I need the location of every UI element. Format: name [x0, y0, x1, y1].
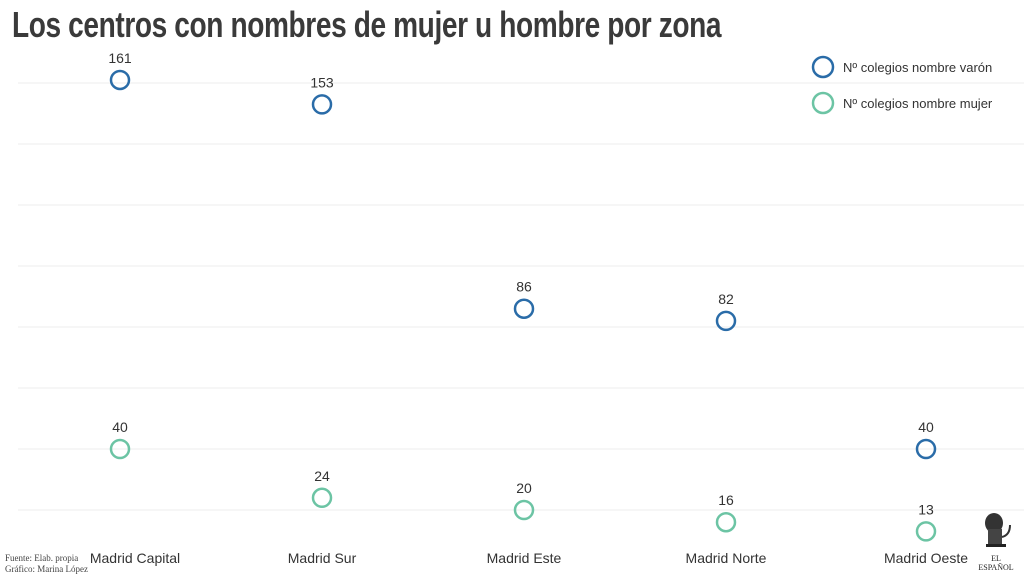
- x-tick-label: Madrid Sur: [288, 550, 357, 566]
- data-label: 82: [718, 291, 734, 307]
- data-label: 153: [310, 74, 334, 90]
- data-label: 16: [718, 492, 734, 508]
- data-point: [915, 438, 937, 460]
- credit-note: Gráfico: Marina López: [5, 564, 88, 574]
- legend-label: Nº colegios nombre mujer: [843, 96, 993, 111]
- source-note: Fuente: Elab. propia: [5, 553, 79, 563]
- el-espanol-logo: EL ESPAÑOL: [974, 511, 1018, 572]
- data-label: 24: [314, 468, 330, 484]
- data-point: [715, 511, 737, 533]
- chart-title: Los centros con nombres de mujer u hombr…: [12, 4, 722, 45]
- data-label: 20: [516, 480, 532, 496]
- data-point: [513, 499, 535, 521]
- data-point: [915, 521, 937, 542]
- lion-icon: [985, 513, 1011, 547]
- data-label: 86: [516, 279, 532, 295]
- data-point: [715, 310, 737, 332]
- data-label: 40: [112, 419, 128, 435]
- x-tick-label: Madrid Capital: [90, 550, 180, 566]
- x-tick-label: Madrid Este: [487, 550, 562, 566]
- data-label: 13: [918, 501, 934, 517]
- data-point: [109, 69, 131, 91]
- legend-label: Nº colegios nombre varón: [843, 60, 992, 75]
- logo-text: EL ESPAÑOL: [978, 554, 1014, 572]
- x-tick-label: Madrid Oeste: [884, 550, 968, 566]
- data-point: [311, 487, 333, 509]
- data-label: 40: [918, 419, 934, 435]
- legend-marker: [811, 91, 835, 115]
- data-point: [311, 94, 333, 115]
- legend-marker: [811, 55, 835, 79]
- data-label: 161: [108, 50, 132, 66]
- x-tick-label: Madrid Norte: [686, 550, 767, 566]
- data-point: [109, 438, 131, 460]
- data-point: [513, 298, 535, 319]
